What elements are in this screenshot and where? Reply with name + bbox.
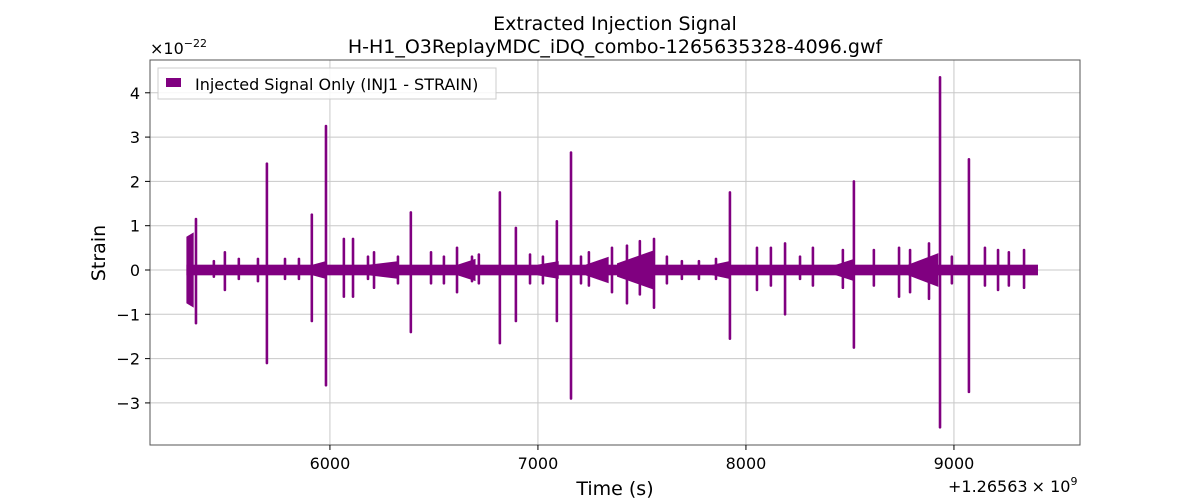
y-tick-label: 4 xyxy=(130,84,140,103)
signal-series xyxy=(186,75,1038,429)
axis-ticks: 6000 7000 8000 9000 4 3 2 1 0 −1 −2 −3 xyxy=(116,84,974,473)
legend-swatch xyxy=(166,78,181,87)
signal-burst xyxy=(585,256,609,284)
y-tick-label: −2 xyxy=(116,350,140,369)
x-offset-label: +1.26563 × 109 xyxy=(948,475,1077,496)
x-tick-label: 6000 xyxy=(310,454,351,473)
y-scale-label: ×10−22 xyxy=(150,37,207,58)
legend: Injected Signal Only (INJ1 - STRAIN) xyxy=(157,67,497,100)
chart-title-line2: H-H1_O3ReplayMDC_iDQ_combo-1265635328-40… xyxy=(348,36,884,58)
y-tick-label: 1 xyxy=(130,217,140,236)
y-axis-label: Strain xyxy=(88,225,110,281)
x-tick-label: 9000 xyxy=(934,454,975,473)
signal-burst xyxy=(616,250,655,290)
x-tick-label: 7000 xyxy=(518,454,559,473)
y-tick-label: −3 xyxy=(116,394,140,413)
signal-burst xyxy=(454,258,476,282)
legend-label: Injected Signal Only (INJ1 - STRAIN) xyxy=(195,75,478,94)
y-tick-label: 2 xyxy=(130,172,140,191)
y-tick-label: 0 xyxy=(130,261,140,280)
plot-frame xyxy=(149,59,1081,446)
x-axis-label: Time (s) xyxy=(575,478,653,500)
signal-burst xyxy=(186,232,194,308)
signal-burst xyxy=(309,261,326,279)
y-tick-label: −1 xyxy=(116,305,140,324)
chart-title-line1: Extracted Injection Signal xyxy=(493,13,737,35)
signal-burst xyxy=(361,261,399,279)
signal-burst xyxy=(708,261,730,279)
x-tick-label: 8000 xyxy=(726,454,767,473)
y-tick-label: 3 xyxy=(130,128,140,147)
signal-burst xyxy=(908,253,939,287)
legend-box xyxy=(157,67,497,100)
